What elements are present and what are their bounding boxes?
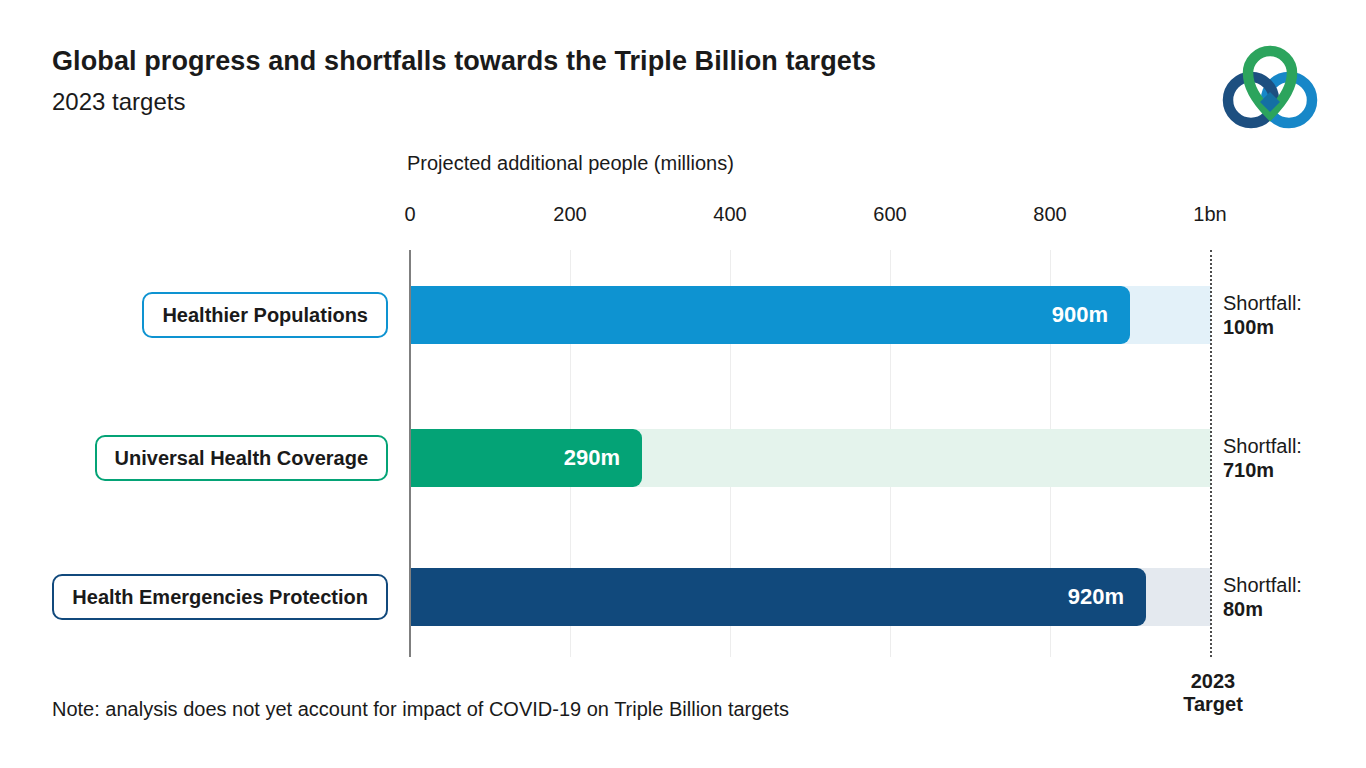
shortfall-value: 100m <box>1223 315 1302 339</box>
target-dotted-line <box>1210 250 1212 657</box>
category-label: Healthier Populations <box>162 304 368 327</box>
page-title: Global progress and shortfalls towards t… <box>52 46 876 77</box>
shortfall-annotation: Shortfall: 80m <box>1223 568 1302 626</box>
x-axis-tick: 200 <box>553 203 586 226</box>
bar: 290m <box>410 429 642 487</box>
bar-value-label: 290m <box>564 445 620 471</box>
category-label-box: Healthier Populations <box>142 292 388 338</box>
category-label-box: Health Emergencies Protection <box>52 574 388 620</box>
shortfall-annotation: Shortfall: 100m <box>1223 286 1302 344</box>
target-year: 2023 <box>1183 670 1243 693</box>
x-axis-tick: 1bn <box>1193 203 1226 226</box>
bar-row: 920m Health Emergencies Protection Short… <box>0 568 1366 626</box>
bar: 920m <box>410 568 1146 626</box>
shortfall-value: 710m <box>1223 458 1302 482</box>
category-label-box: Universal Health Coverage <box>95 435 388 481</box>
x-axis-tick: 600 <box>873 203 906 226</box>
x-axis-title: Projected additional people (millions) <box>407 152 734 175</box>
bar-row: 900m Healthier Populations Shortfall: 10… <box>0 286 1366 344</box>
bar: 900m <box>410 286 1130 344</box>
x-axis-tick: 800 <box>1033 203 1066 226</box>
y-axis-line <box>409 250 411 657</box>
page-subtitle: 2023 targets <box>52 88 185 116</box>
category-label: Health Emergencies Protection <box>72 586 368 609</box>
shortfall-annotation: Shortfall: 710m <box>1223 429 1302 487</box>
chart-canvas: Global progress and shortfalls towards t… <box>0 0 1366 768</box>
x-axis-tick: 400 <box>713 203 746 226</box>
x-axis-tick: 0 <box>404 203 415 226</box>
bar-row: 290m Universal Health Coverage Shortfall… <box>0 429 1366 487</box>
target-year-label: 2023 Target <box>1183 670 1243 716</box>
target-word: Target <box>1183 693 1243 716</box>
bar-value-label: 920m <box>1068 584 1124 610</box>
footnote: Note: analysis does not yet account for … <box>52 698 789 721</box>
category-label: Universal Health Coverage <box>115 447 368 470</box>
bar-value-label: 900m <box>1052 302 1108 328</box>
shortfall-caption: Shortfall: <box>1223 573 1302 597</box>
shortfall-caption: Shortfall: <box>1223 291 1302 315</box>
shortfall-caption: Shortfall: <box>1223 434 1302 458</box>
shortfall-value: 80m <box>1223 597 1302 621</box>
triple-billion-logo-icon <box>1218 38 1322 136</box>
